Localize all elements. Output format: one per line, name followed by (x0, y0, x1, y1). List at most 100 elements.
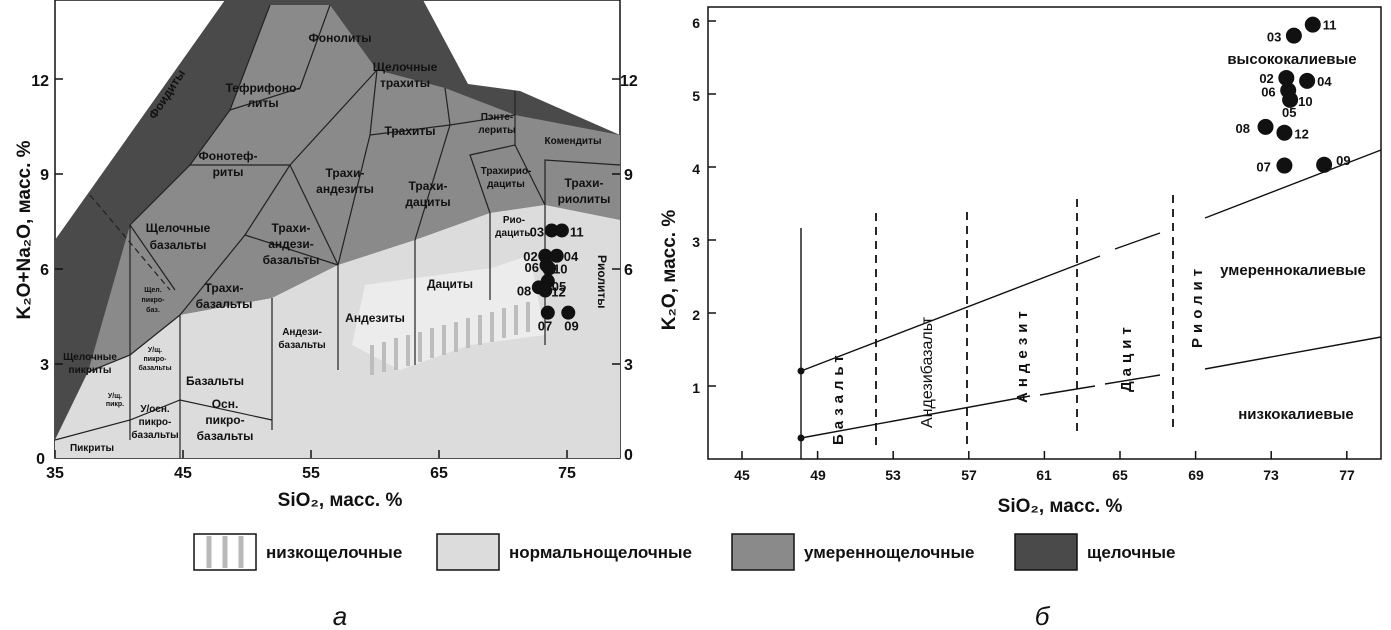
tas-y-tick: 3 (40, 357, 49, 374)
tas-point-label: 06 (525, 260, 539, 275)
k2o-x-tick: 69 (1188, 467, 1204, 483)
svg-text:базальты: базальты (131, 429, 178, 441)
tas-y-tick: 3 (624, 357, 633, 374)
zone-label: Дацит (1118, 322, 1135, 392)
boundary-node (797, 367, 805, 375)
svg-text:пикро-: пикро- (139, 417, 172, 428)
tas-y-tick: 9 (40, 167, 49, 184)
series-label: высококалиевые (1227, 51, 1356, 68)
k2o-y-label: K₂O, масс. % (659, 210, 680, 331)
dashed-boundary (89, 194, 171, 291)
tas-y-tick: 6 (624, 262, 633, 279)
tas-y-tick: 0 (624, 447, 633, 464)
k2o-y-tick: 6 (692, 15, 700, 31)
legend-swatch (436, 533, 500, 571)
tas-x-ticks: 35 45 55 65 75 (46, 465, 576, 482)
svg-text:пикро-: пикро- (142, 297, 166, 304)
tas-y-tick: 12 (31, 73, 49, 90)
field-labels: Фоидиты Фонолиты Тефрифоно- литы Щелочны… (63, 31, 610, 454)
svg-text:дациты: дациты (495, 228, 533, 239)
k2o-diagram: 45 49 53 57 61 65 69 73 77 1 2 3 4 5 6 S… (659, 6, 1382, 517)
svg-text:базальты: базальты (278, 339, 325, 351)
tas-x-tick: 45 (174, 465, 192, 482)
k2o-point-label: 09 (1336, 153, 1350, 168)
svg-text:Дациты: Дациты (427, 277, 473, 291)
tas-point-label: 04 (564, 249, 579, 264)
legend-item-alkaline: щелочные (1014, 533, 1175, 571)
k2o-x-tick: 61 (1036, 467, 1052, 483)
series-label: низкокалиевые (1238, 406, 1354, 423)
svg-text:Комендиты: Комендиты (544, 136, 601, 147)
tas-y-tick: 6 (40, 262, 49, 279)
k2o-x-tick: 57 (961, 467, 977, 483)
tas-point-label: 05 (552, 279, 566, 294)
svg-text:риолиты: риолиты (558, 192, 611, 206)
caption-b: б (1035, 601, 1051, 630)
k2o-point (1276, 157, 1293, 174)
k2o-point (1304, 16, 1321, 33)
tas-point-label: 12 (551, 285, 565, 300)
svg-text:баз.: баз. (146, 306, 160, 314)
tas-x-label: SiO₂, масс. % (278, 490, 403, 511)
tas-point-label: 02 (523, 249, 537, 264)
k2o-y-tick: 5 (692, 88, 700, 104)
svg-text:Фонотеф-: Фонотеф- (199, 149, 258, 163)
legend: низкощелочные нормальнощелочные умеренно… (193, 533, 1175, 571)
svg-text:базальты: базальты (138, 364, 171, 372)
svg-text:У/щ.: У/щ. (148, 347, 162, 354)
k2o-point (1285, 27, 1302, 44)
tas-point-label: 03 (530, 224, 544, 239)
svg-text:базальты: базальты (150, 238, 207, 252)
k2o-x-tick: 45 (734, 467, 750, 483)
svg-text:базальты: базальты (263, 253, 320, 267)
tas-point-label: 11 (570, 224, 584, 239)
k2o-x-tick: 49 (810, 467, 826, 483)
svg-text:базальты: базальты (197, 429, 254, 443)
field-low-area (352, 255, 545, 370)
svg-text:пикро-: пикро- (144, 356, 168, 363)
tas-axes (54, 78, 620, 458)
k2o-point-label: 07 (1256, 160, 1270, 175)
svg-text:Андези-: Андези- (282, 327, 322, 338)
zone-label: Андезит (1014, 306, 1031, 403)
svg-text:Щел.: Щел. (144, 287, 161, 294)
svg-text:Трахи-: Трахи- (205, 281, 244, 295)
legend-label: щелочные (1087, 543, 1175, 562)
tas-point-label: 07 (538, 319, 552, 334)
tas-y-label: K₂O+Na₂O, масс. % (14, 140, 35, 319)
svg-text:Пэнте-: Пэнте- (481, 112, 514, 123)
svg-text:У/осн.: У/осн. (140, 404, 170, 415)
tas-x-tick: 55 (302, 465, 320, 482)
k2o-ticks (708, 20, 1348, 459)
svg-text:пикро-: пикро- (205, 413, 244, 427)
tas-point-label: 10 (553, 261, 567, 276)
k2o-point-label: 08 (1236, 121, 1250, 136)
k2o-point (1257, 118, 1274, 135)
svg-text:Риолиты: Риолиты (595, 255, 609, 309)
tas-point (538, 283, 553, 298)
tas-point (549, 248, 564, 263)
tas-y-ticks-right: 0 3 6 9 12 (620, 73, 638, 464)
svg-text:лериты: лериты (478, 125, 515, 136)
svg-text:Трахи-: Трахи- (272, 221, 311, 235)
svg-text:Трахи-: Трахи- (326, 166, 365, 180)
tas-points: 03 11 02 04 06 10 05 08 12 07 09 (517, 223, 584, 334)
tas-x-tick: 75 (558, 465, 576, 482)
legend-item-normal: нормальнощелочные (436, 533, 692, 571)
svg-text:литы: литы (247, 96, 278, 110)
svg-text:Щелочные: Щелочные (63, 352, 117, 363)
tas-y-tick: 12 (620, 73, 638, 90)
svg-text:Щелочные: Щелочные (146, 221, 211, 235)
k2o-y-tick: 4 (692, 161, 700, 177)
k2o-boundaries (800, 149, 1382, 459)
zone-labels: Базальт Андезибазальт Андезит Дацит Риол… (830, 264, 1206, 445)
k2o-x-label: SiO₂, масс. % (998, 496, 1123, 517)
k2o-frame (707, 6, 1382, 460)
k2o-point-label: 03 (1267, 30, 1281, 45)
boundary-node (797, 434, 805, 442)
svg-text:трахиты: трахиты (380, 76, 430, 90)
k2o-point-label: 05 (1282, 105, 1296, 120)
zone-label: Риолит (1189, 264, 1206, 348)
svg-text:Щелочные: Щелочные (373, 60, 438, 74)
